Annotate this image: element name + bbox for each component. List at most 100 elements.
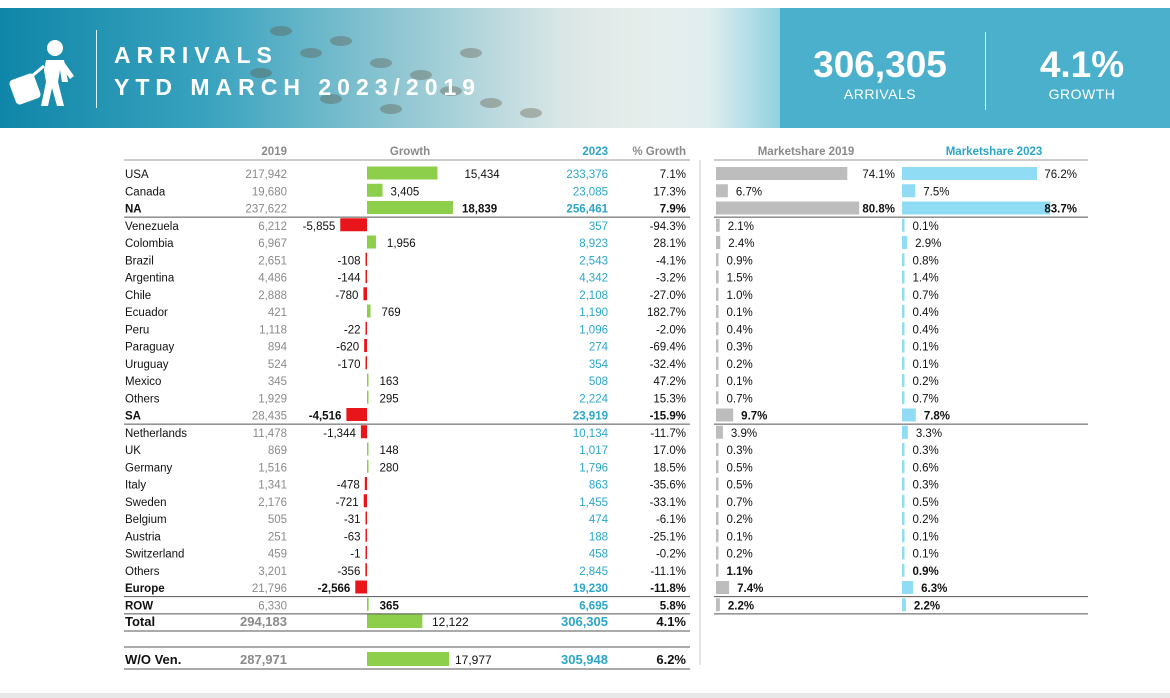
pct-growth: -25.1% [650,531,686,543]
row-name: Total [125,614,155,629]
marketshare-2023-label: 83.7% [1044,204,1077,216]
value-2019: 251 [268,531,287,543]
row-name: Sweden [125,497,167,509]
row-name: USA [125,169,149,181]
value-2019: 2,176 [258,497,287,509]
value-2023: 2,543 [579,255,608,267]
row-name: Others [125,393,160,405]
umbrella-icon [410,70,432,80]
pct-growth: 17.0% [653,445,686,457]
pct-growth: -27.0% [650,290,686,302]
marketshare-2019-bar [716,425,723,439]
marketshare-2023-label: 2.2% [914,600,940,612]
growth-label: 18,839 [462,204,497,216]
row-name: ROW [125,600,153,612]
marketshare-2019-label: 1.0% [727,290,753,302]
marketshare-2019-label: 0.3% [727,445,753,457]
marketshare-2019-label: 0.5% [727,480,753,492]
row-name: Others [125,566,160,578]
growth-label: 15,434 [464,169,500,181]
value-2023: 256,461 [566,204,608,216]
growth-label: -63 [344,531,361,543]
marketshare-2023-label: 0.1% [913,531,939,543]
row-name: Italy [125,480,146,492]
marketshare-2023-label: 0.1% [913,221,939,233]
pct-growth: 6.2% [656,652,686,667]
marketshare-2019-bar [716,443,719,456]
growth-label: -478 [337,480,360,492]
pct-growth: 7.1% [660,169,686,181]
value-2019: 237,622 [245,204,287,216]
row-name: Brazil [125,255,154,267]
marketshare-2019-label: 0.7% [727,497,753,509]
value-2023: 305,948 [561,652,608,667]
marketshare-2019-label: 7.4% [737,583,763,595]
growth-bar [365,252,367,266]
pct-growth: 5.8% [660,600,686,612]
row-name: UK [125,445,141,457]
growth-bar [340,218,367,232]
col-header-2023: 2023 [582,146,608,158]
pct-growth: 15.3% [653,393,686,405]
row-name: Canada [125,186,166,198]
marketshare-2019-label: 2.1% [728,221,754,233]
marketshare-2019-label: 2.2% [728,600,754,612]
marketshare-2019-bar [716,253,719,267]
pct-growth: 18.5% [653,462,686,474]
marketshare-2019-bar [716,494,719,508]
growth-label: 12,122 [432,615,469,629]
banner-kpi-panel: 306,305 ARRIVALS 4.1% GROWTH [780,8,1170,128]
value-2019: 294,183 [240,614,287,629]
col-header-2019: 2019 [261,146,287,158]
value-2023: 1,017 [579,445,608,457]
value-2019: 217,942 [245,169,287,181]
growth-bar [367,304,371,318]
marketshare-2019-bar [716,563,719,577]
growth-bar [355,580,367,594]
growth-bar [365,563,367,577]
growth-bar [364,477,367,490]
value-2023: 508 [589,376,608,388]
marketshare-2023-bar [902,253,905,267]
marketshare-2023-bar [902,512,905,525]
row-name: Mexico [125,376,161,388]
value-2023: 23,085 [573,186,608,198]
marketshare-2019-label: 1.5% [727,273,753,285]
growth-bar [363,494,367,508]
pct-growth: 47.2% [653,376,686,388]
growth-value: 4.1% [1039,44,1125,85]
value-2019: 524 [268,359,288,371]
row-name: Netherlands [125,428,187,440]
pct-growth: -69.4% [650,342,686,354]
growth-bar [367,652,450,666]
row-name: Switzerland [125,549,184,561]
growth-label: 295 [380,393,399,405]
pct-growth: -15.9% [650,411,686,423]
marketshare-2019-bar [716,322,719,336]
pct-growth: 28.1% [653,238,686,250]
pct-growth: 7.9% [660,204,686,216]
pct-growth: -2.0% [656,324,686,336]
growth-bar [346,408,367,421]
marketshare-2023-bar [902,477,905,491]
value-2019: 1,118 [259,324,287,336]
growth-label: 148 [380,445,399,457]
col-header-growth: Growth [390,146,430,158]
row-name: Argentina [125,273,175,285]
traveler-with-suitcase-icon [9,40,74,106]
marketshare-2023-label: 0.1% [913,549,939,561]
marketshare-2019-bar [716,460,719,474]
umbrella-icon [520,108,542,118]
marketshare-2019-bar [716,581,730,594]
value-2023: 274 [589,342,609,354]
pct-growth: -11.1% [650,566,686,578]
pct-growth: -33.1% [650,497,686,509]
marketshare-2019-label: 6.7% [736,186,762,198]
pct-growth: -4.1% [656,255,686,267]
marketshare-2023-bar [902,287,905,301]
growth-bar [365,270,367,283]
umbrella-icon [330,36,352,46]
value-2023: 10,134 [573,428,609,440]
row-name: Paraguay [125,342,174,354]
